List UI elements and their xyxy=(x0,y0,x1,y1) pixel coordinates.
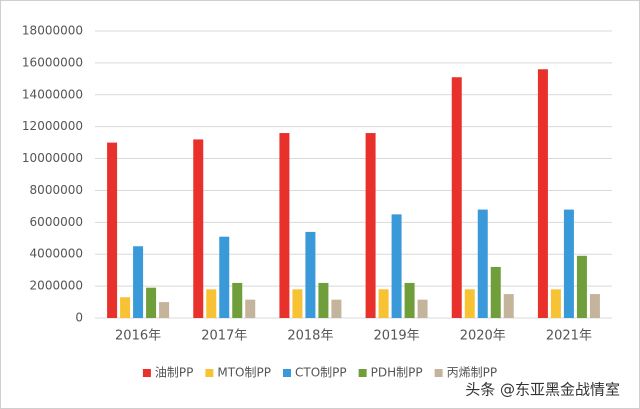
y-tick-label: 0 xyxy=(75,311,83,325)
x-tick-label: 2018年 xyxy=(287,329,333,344)
y-tick-label: 2000000 xyxy=(30,279,83,293)
x-tick-label: 2021年 xyxy=(546,329,592,344)
y-tick-label: 10000000 xyxy=(22,151,83,165)
y-tick-label: 6000000 xyxy=(30,215,83,229)
legend-swatch xyxy=(358,369,367,377)
bar xyxy=(245,299,256,318)
bar xyxy=(107,142,118,318)
y-tick-label: 12000000 xyxy=(22,119,83,133)
legend-label: 油制PP xyxy=(155,366,193,380)
y-tick-label: 16000000 xyxy=(22,55,83,69)
bar xyxy=(219,236,230,318)
legend-swatch xyxy=(282,369,291,377)
legend-label: MTO制PP xyxy=(217,366,271,380)
y-tick-label: 14000000 xyxy=(22,87,83,101)
y-tick-label: 18000000 xyxy=(22,24,83,38)
bar xyxy=(120,297,131,318)
x-tick-label: 2017年 xyxy=(201,329,247,344)
bar xyxy=(159,302,170,318)
bar xyxy=(378,289,389,318)
bar xyxy=(305,231,316,318)
x-tick-label: 2020年 xyxy=(460,329,506,344)
y-tick-label: 4000000 xyxy=(30,247,83,261)
x-tick-label: 2016年 xyxy=(115,329,161,344)
bar xyxy=(451,77,462,318)
bar xyxy=(537,69,548,319)
bar xyxy=(279,133,290,318)
legend-label: CTO制PP xyxy=(295,366,347,380)
x-tick-label: 2019年 xyxy=(374,329,420,344)
legend-swatch xyxy=(205,369,214,377)
bar xyxy=(490,266,501,318)
legend-swatch xyxy=(142,369,151,377)
bar xyxy=(146,287,157,318)
bar xyxy=(503,294,514,318)
legend-label: PDH制PP xyxy=(371,366,423,380)
bar xyxy=(193,139,204,318)
bar xyxy=(417,299,428,318)
legend-label: 丙烯制PP xyxy=(447,366,497,380)
bar xyxy=(292,289,303,318)
bar xyxy=(563,209,574,318)
bar xyxy=(477,209,488,318)
bar xyxy=(206,289,217,318)
watermark: 头条 @东亚黑金战情室 xyxy=(465,381,620,399)
bar xyxy=(464,289,475,318)
bar xyxy=(589,294,600,318)
bar xyxy=(365,133,376,318)
bar xyxy=(133,246,144,318)
bar xyxy=(550,289,561,318)
bar xyxy=(318,282,329,318)
bar xyxy=(331,299,342,318)
bar xyxy=(576,255,587,318)
bar xyxy=(391,214,402,318)
y-tick-label: 8000000 xyxy=(30,183,83,197)
bar xyxy=(404,282,415,318)
legend-swatch xyxy=(434,369,443,377)
bar xyxy=(232,282,243,318)
